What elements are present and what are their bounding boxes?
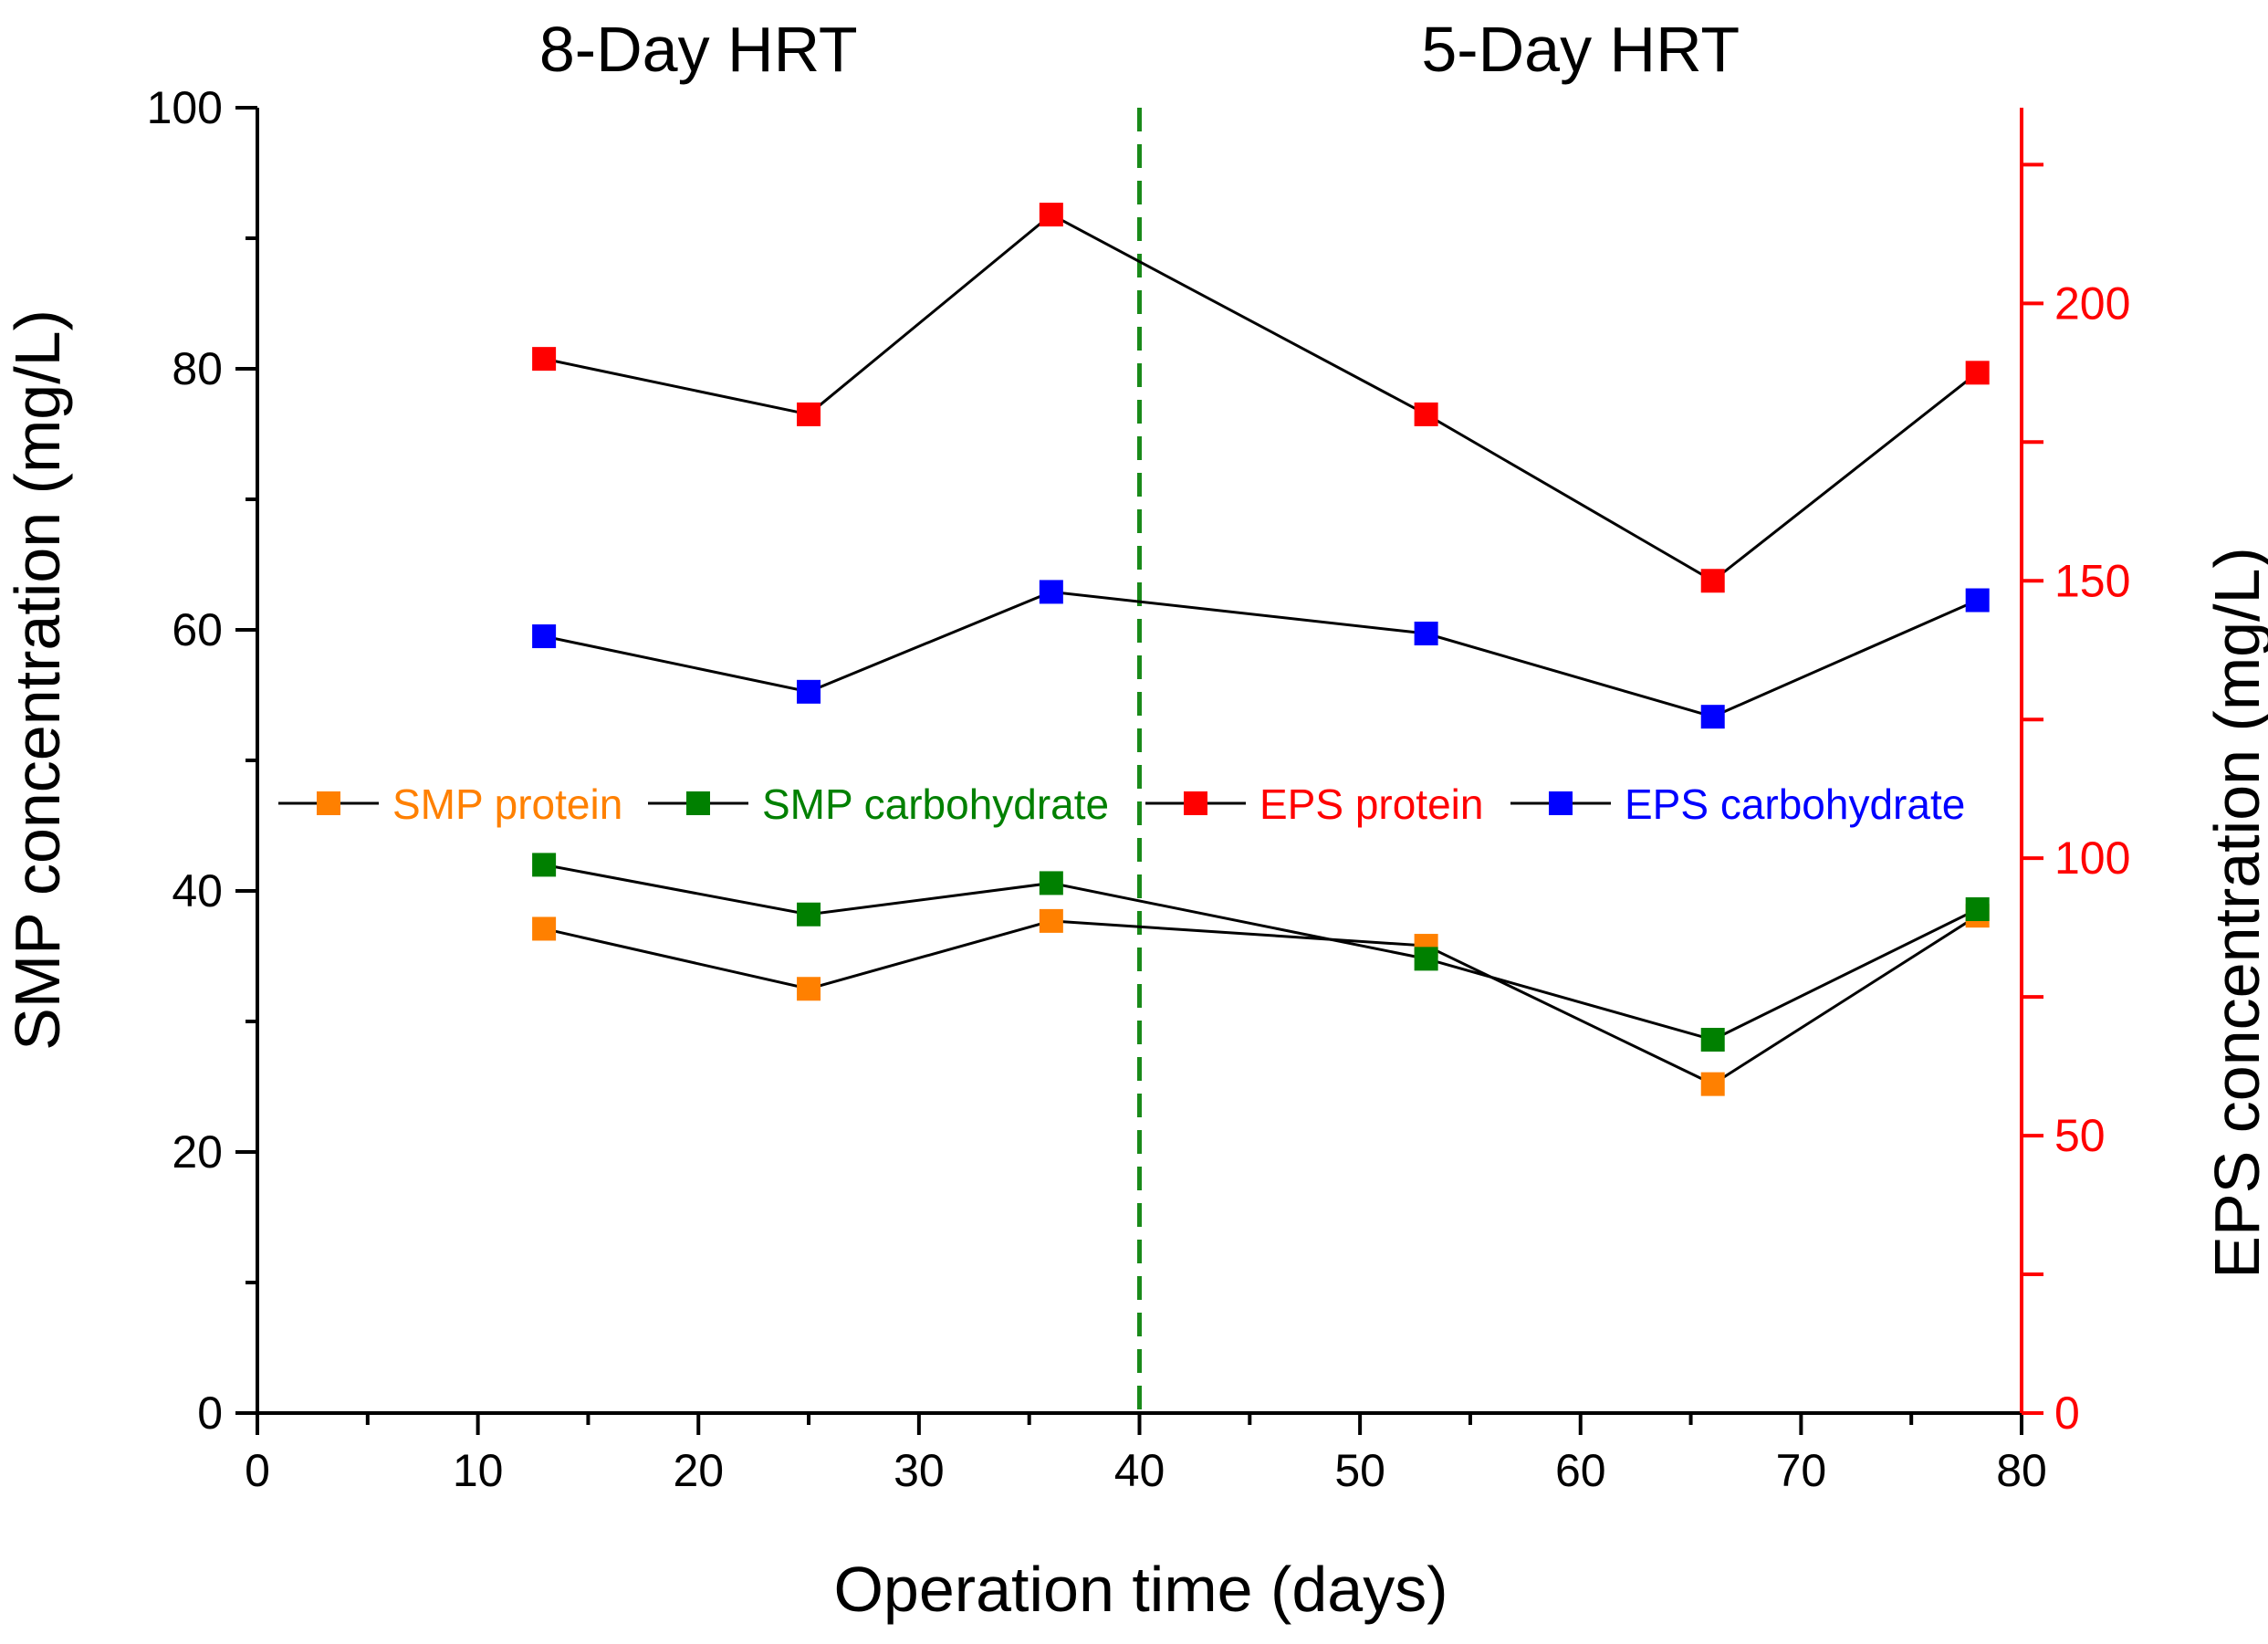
phase-label: 5-Day HRT — [1421, 14, 1740, 85]
data-point-smp-protein — [1700, 1072, 1725, 1096]
legend-label: EPS carbohydrate — [1625, 780, 1965, 828]
legend-label: SMP carbohydrate — [762, 780, 1109, 828]
x-tick-label: 10 — [453, 1445, 504, 1496]
y-right-tick-label: 100 — [2054, 832, 2130, 884]
series-markers — [532, 203, 1990, 1096]
data-point-eps-carbohydrate — [797, 679, 821, 704]
legend-marker — [1184, 791, 1207, 815]
y-right-tick-label: 150 — [2054, 555, 2130, 606]
y-left-tick-label: 20 — [172, 1126, 223, 1178]
data-point-smp-carbohydrate — [797, 902, 821, 927]
data-point-eps-carbohydrate — [1700, 705, 1725, 729]
y-right-tick-label: 200 — [2054, 277, 2130, 329]
y-left-tick-label: 60 — [172, 604, 223, 655]
x-tick-label: 80 — [1996, 1445, 2047, 1496]
y-right-tick-label: 0 — [2054, 1387, 2080, 1439]
x-tick-label: 30 — [894, 1445, 945, 1496]
x-tick-label: 0 — [245, 1445, 270, 1496]
data-point-smp-carbohydrate — [1414, 947, 1438, 971]
x-tick-label: 50 — [1334, 1445, 1385, 1496]
series-line-smp-carbohydrate — [543, 863, 1979, 1042]
legend-marker — [1549, 791, 1573, 815]
x-axis-label: Operation time (days) — [833, 1554, 1448, 1625]
series-line-eps-protein — [543, 213, 1979, 583]
legend-label: EPS protein — [1259, 780, 1483, 828]
data-point-smp-protein — [797, 977, 821, 1001]
phase-labels: 8-Day HRT 5-Day HRT — [539, 14, 1740, 85]
x-tick-label: 70 — [1776, 1445, 1827, 1496]
phase-label: 8-Day HRT — [539, 14, 858, 85]
x-tick-label: 20 — [673, 1445, 724, 1496]
series-line-eps-carbohydrate — [543, 590, 1979, 718]
x-tick-label: 60 — [1555, 1445, 1606, 1496]
data-point-smp-carbohydrate — [532, 853, 557, 877]
data-point-eps-carbohydrate — [1039, 580, 1063, 604]
y-left-tick-label: 80 — [172, 343, 223, 394]
y-axis-right-label: EPS concentration (mg/L) — [2201, 547, 2268, 1278]
y-left-tick-label: 0 — [197, 1387, 223, 1439]
plot-frame — [256, 108, 2023, 1415]
data-point-eps-protein — [1965, 361, 1990, 385]
data-point-eps-carbohydrate — [1965, 588, 1990, 613]
data-point-eps-protein — [1414, 402, 1438, 426]
legend-marker — [317, 791, 340, 815]
data-point-smp-carbohydrate — [1039, 871, 1063, 895]
data-point-smp-carbohydrate — [1700, 1028, 1725, 1052]
y-axis-left-label: SMP concentration (mg/L) — [2, 309, 73, 1051]
data-point-eps-carbohydrate — [532, 624, 557, 649]
legend-marker — [686, 791, 710, 815]
axis-ticks: 0 10 20 30 40 50 60 70 8002040608010005010015020… — [147, 82, 2131, 1496]
data-point-smp-carbohydrate — [1965, 897, 1990, 922]
legend: SMP protein SMP carbohydrate EPS protein EP… — [278, 780, 1965, 828]
legend-label: SMP protein — [392, 780, 622, 828]
data-point-eps-protein — [1700, 569, 1725, 593]
data-point-eps-protein — [532, 347, 557, 372]
data-point-eps-carbohydrate — [1414, 622, 1438, 646]
data-point-eps-protein — [1039, 203, 1063, 227]
x-tick-label: 40 — [1114, 1445, 1165, 1496]
y-left-tick-label: 100 — [147, 82, 223, 133]
series-line-smp-protein — [543, 914, 1979, 1086]
data-point-eps-protein — [797, 402, 821, 426]
y-left-tick-label: 40 — [172, 865, 223, 916]
data-point-smp-protein — [532, 916, 557, 941]
y-right-tick-label: 50 — [2054, 1110, 2106, 1161]
series-lines — [543, 213, 1979, 1086]
data-point-smp-protein — [1039, 908, 1063, 933]
